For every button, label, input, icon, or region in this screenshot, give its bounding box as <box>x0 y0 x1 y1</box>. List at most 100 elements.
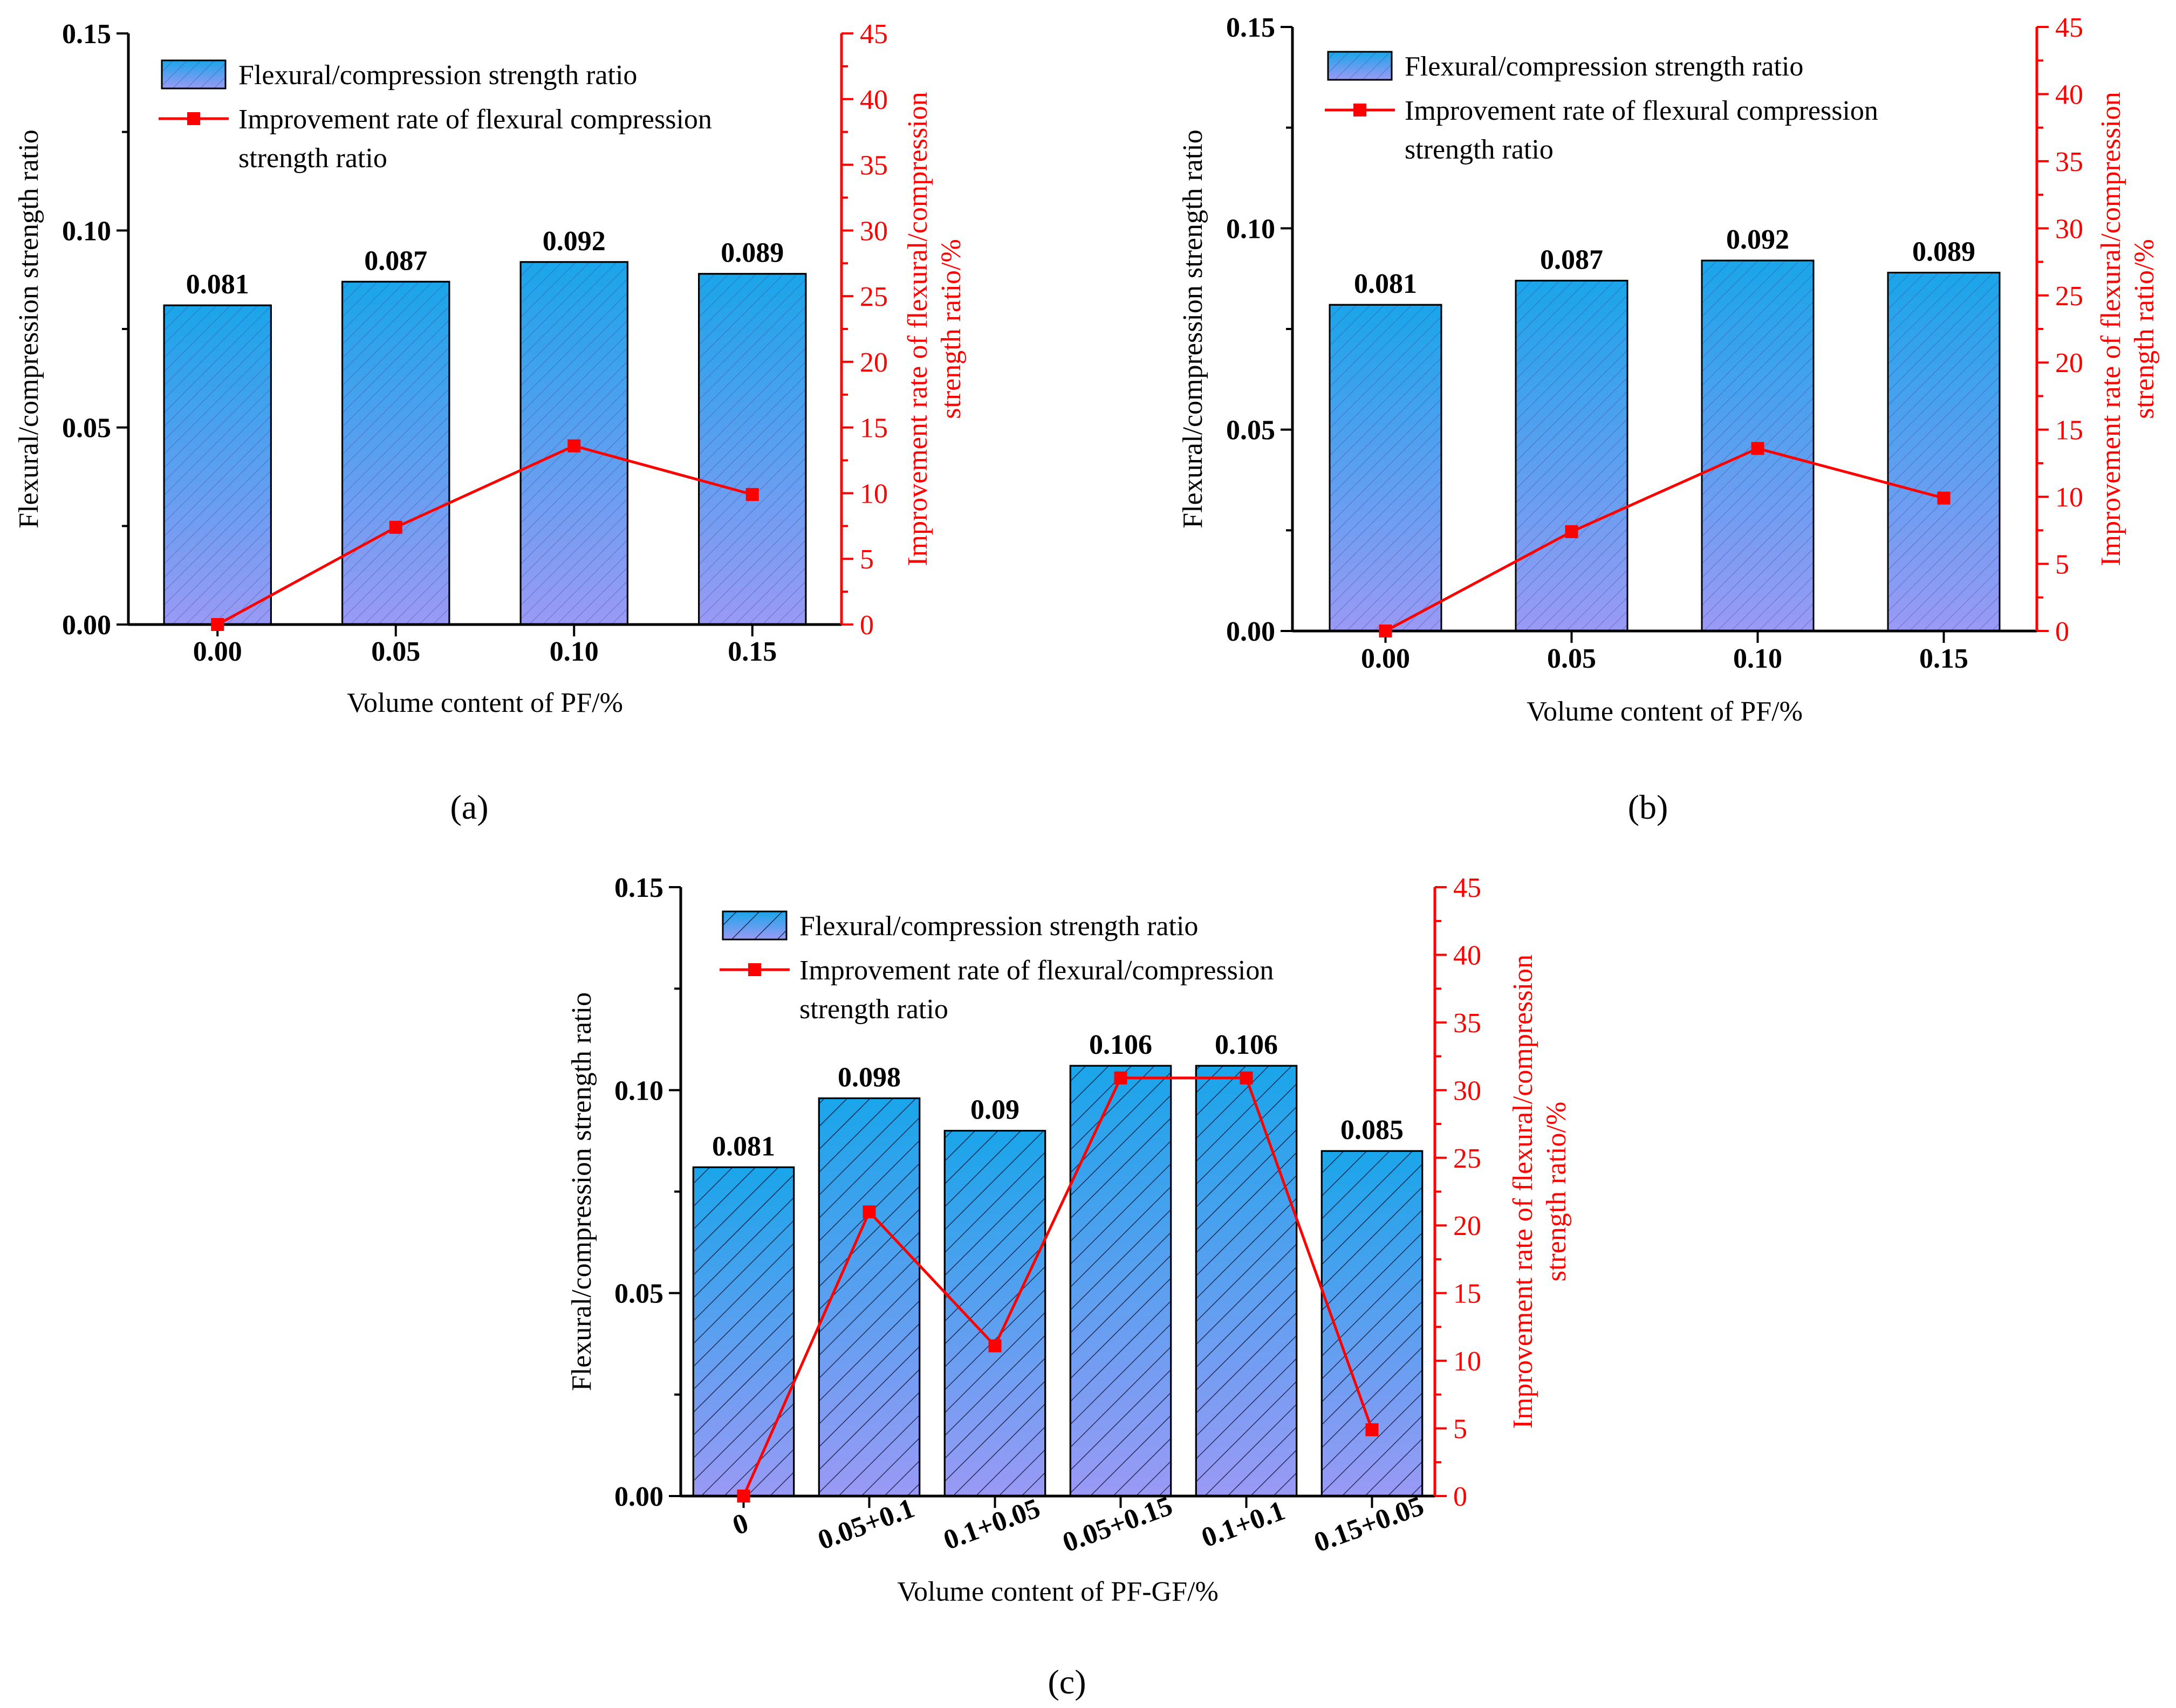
y-tick-label: 0.15 <box>1226 12 1275 43</box>
bar-hatch <box>341 280 450 626</box>
panel-label: (b) <box>1628 788 1668 826</box>
legend-bar-swatch-hatch <box>161 59 227 90</box>
bar-value-label: 0.087 <box>1540 244 1603 275</box>
y2-axis-title-line: Improvement rate of flexural/compression <box>1508 955 1538 1429</box>
x-tick-label: 0.05+0.1 <box>814 1493 919 1556</box>
y2-tick-label: 10 <box>1453 1346 1481 1377</box>
y-tick-label: 0.05 <box>614 1279 663 1309</box>
chart-panel-a: (a) 0.081 0.087 0.092 0.089 0.00 0.05 0.10 0.15… <box>13 19 967 826</box>
y2-tick-label: 20 <box>1453 1211 1481 1241</box>
x-tick-label: 0.05+0.15 <box>1059 1491 1176 1559</box>
bar-value-label: 0.081 <box>1354 269 1417 299</box>
bar-hatch <box>163 304 272 626</box>
improvement-rate-line <box>1385 447 1945 633</box>
improvement-rate-point <box>567 439 581 452</box>
y2-axis-title-line: Improvement rate of flexural/compression <box>2096 92 2126 566</box>
y2-tick-label: 15 <box>1453 1279 1481 1309</box>
y2-tick-label: 5 <box>2055 550 2069 580</box>
legend-bar-label: Flexural/compression strength ratio <box>1405 51 1803 82</box>
panel-label: (c) <box>1048 1663 1086 1701</box>
y2-tick-label: 0 <box>2055 616 2069 647</box>
y-tick-label: 0.00 <box>614 1481 663 1512</box>
y2-tick-label: 25 <box>1453 1143 1481 1174</box>
y-tick-label: 0.00 <box>1226 616 1275 647</box>
improvement-rate-point <box>1379 625 1392 637</box>
improvement-rate-point <box>1240 1071 1253 1085</box>
bar-value-label: 0.106 <box>1215 1030 1278 1060</box>
bar-value-label: 0.089 <box>1912 236 1975 267</box>
x-tick-label: 0.00 <box>1361 643 1410 674</box>
y-axis-title: Flexural/compression strength ratio <box>1178 129 1208 528</box>
y2-axis-title-line: strength ratio/% <box>2129 239 2160 419</box>
y-tick-label: 0.00 <box>62 610 111 641</box>
bar-value-label: 0.081 <box>186 269 249 300</box>
bar-value-label: 0.081 <box>712 1131 775 1162</box>
bar-hatch <box>698 273 807 626</box>
x-tick-label: 0.15 <box>728 636 777 667</box>
y2-tick-label: 5 <box>1453 1414 1467 1445</box>
x-tick-label: 0 <box>729 1507 752 1541</box>
y-axis-title: Flexural/compression strength ratio <box>13 129 44 528</box>
y2-axis-title-line: strength ratio/% <box>936 239 967 419</box>
y2-tick-label: 20 <box>860 347 888 378</box>
y-tick-label: 0.05 <box>62 413 111 444</box>
legend-bar-label: Flexural/compression strength ratio <box>799 911 1198 942</box>
y2-tick-label: 40 <box>1453 940 1481 971</box>
improvement-rate-line <box>217 444 753 626</box>
x-tick-label: 0.05 <box>371 636 420 667</box>
legend-bar-swatch-hatch <box>722 910 788 941</box>
panel-label: (a) <box>450 788 488 826</box>
y2-tick-label: 45 <box>860 19 888 50</box>
y2-tick-label: 0 <box>860 610 874 641</box>
improvement-rate-point <box>211 618 224 631</box>
improvement-rate-point <box>389 520 402 534</box>
x-tick-label: 0.15+0.05 <box>1310 1491 1428 1559</box>
x-tick-label: 0.1+0.05 <box>940 1493 1044 1556</box>
legend-line-label: Improvement rate of flexural compression <box>238 104 712 135</box>
y2-tick-label: 25 <box>2055 281 2083 312</box>
legend-line-label: strength ratio <box>1405 134 1554 165</box>
legend-bar-swatch-hatch <box>1327 51 1393 81</box>
bar-value-label: 0.106 <box>1089 1030 1152 1060</box>
y-tick-label: 0.10 <box>1226 214 1275 244</box>
bar-hatch <box>1069 1065 1172 1497</box>
y2-axis-title-line: strength ratio/% <box>1541 1102 1572 1282</box>
y-axis-title: Flexural/compression strength ratio <box>566 992 597 1391</box>
x-tick-label: 0.10 <box>1733 643 1782 674</box>
improvement-rate-point <box>1751 442 1764 455</box>
y2-tick-label: 10 <box>2055 482 2083 513</box>
y2-tick-label: 30 <box>1453 1075 1481 1106</box>
chart-panel-b: (b) 0.081 0.087 0.092 0.089 0.00 0.05 0.10 0.15… <box>1178 12 2160 826</box>
improvement-rate-point <box>1937 491 1951 505</box>
x-tick-label: 0.10 <box>550 636 599 667</box>
bar-hatch <box>1887 271 2001 632</box>
y2-tick-label: 30 <box>860 216 888 246</box>
x-axis-title: Volume content of PF-GF/% <box>897 1576 1219 1607</box>
y-tick-label: 0.05 <box>1226 415 1275 446</box>
improvement-rate-point <box>1114 1071 1127 1085</box>
improvement-rate-point <box>745 488 759 501</box>
y2-axis-title-line: Improvement rate of flexural/compression <box>902 92 933 566</box>
improvement-rate-point <box>1365 1423 1379 1437</box>
improvement-rate-line <box>742 1076 1373 1497</box>
y-tick-label: 0.10 <box>62 216 111 246</box>
improvement-rate-point <box>863 1205 876 1219</box>
y-tick-label: 0.15 <box>62 19 111 50</box>
y2-tick-label: 15 <box>2055 415 2083 446</box>
chart-panel-c: (c) 0.081 0.098 0.09 0.106 0.106 0.085 0.00 0.0… <box>566 873 1572 1701</box>
legend-line-label: Improvement rate of flexural/compression <box>799 955 1274 986</box>
y2-tick-label: 35 <box>2055 147 2083 177</box>
bar-hatch <box>818 1097 921 1497</box>
bar-hatch <box>1515 279 1628 632</box>
y2-tick-label: 35 <box>860 150 888 181</box>
x-axis-title: Volume content of PF/% <box>347 688 623 718</box>
y2-tick-label: 45 <box>2055 12 2083 43</box>
improvement-rate-point <box>1565 525 1578 538</box>
y2-tick-label: 0 <box>1453 1481 1467 1512</box>
y2-tick-label: 25 <box>860 282 888 312</box>
y2-tick-label: 20 <box>2055 348 2083 379</box>
y2-tick-label: 40 <box>2055 79 2083 110</box>
y2-tick-label: 45 <box>1453 873 1481 903</box>
bar-value-label: 0.092 <box>543 226 606 257</box>
legend-line-marker <box>1353 104 1366 116</box>
